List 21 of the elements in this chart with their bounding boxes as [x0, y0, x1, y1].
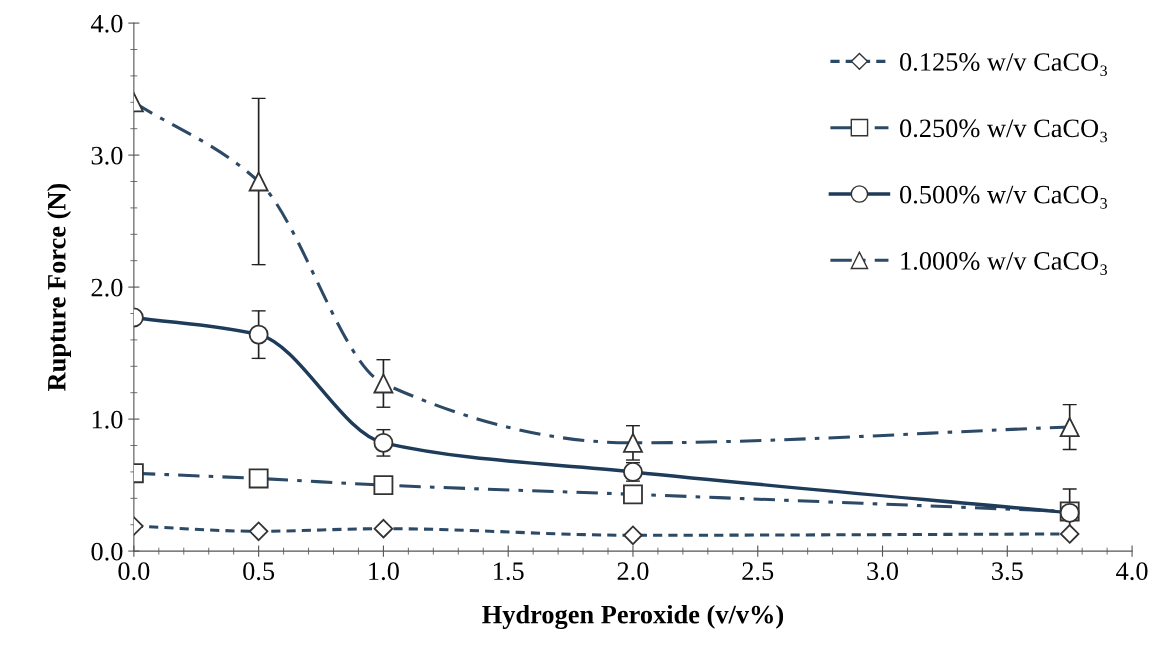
- legend-label: 0.250% w/v CaCO₃: [900, 119, 1107, 143]
- legend-label: 0.125% w/v CaCO₃: [900, 53, 1107, 77]
- x-tick-label: 0.5: [243, 562, 275, 581]
- point: [248, 324, 269, 345]
- legend-label: 0.500% w/v CaCO₃: [900, 185, 1107, 209]
- x-tick-label: 1.0: [369, 562, 399, 581]
- y-tick-label: 0.0: [91, 542, 123, 561]
- x-tick-label: 2.5: [742, 562, 774, 581]
- y-tick-label: 4.0: [90, 14, 123, 33]
- x-axis-title: Hydrogen Peroxide (v/v%): [482, 604, 784, 630]
- x-tick-label: 4.0: [1116, 562, 1148, 581]
- y-axis-title: Rupture Force (N): [47, 183, 72, 391]
- x-tick-label: 3.0: [867, 562, 899, 581]
- y-tick-label: 1.0: [92, 410, 123, 429]
- x-tick-label: 0.0: [118, 562, 150, 581]
- x-tick-label: 2.0: [617, 562, 649, 581]
- y-tick-label: 2.0: [91, 278, 123, 297]
- legend-label: 1.000% w/v CaCO₃: [901, 252, 1107, 275]
- y-tick-label: 3.0: [91, 146, 123, 165]
- x-tick-label: 3.5: [992, 562, 1023, 581]
- x-tick-label: 1.5: [494, 562, 524, 581]
